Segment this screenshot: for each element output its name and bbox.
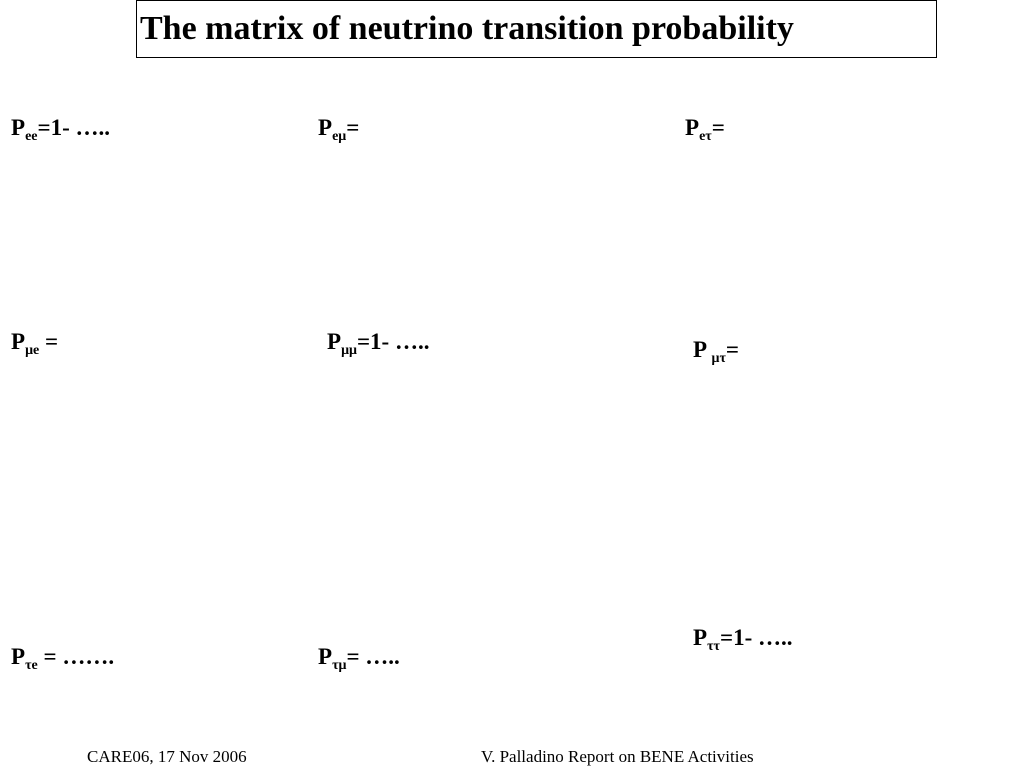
matrix-entry-taumu: Pτμ= ….. — [318, 643, 400, 673]
slide-title: The matrix of neutrino transition probab… — [140, 10, 794, 47]
matrix-entry-mue: Pμe = — [11, 328, 59, 358]
entry-symbol: P — [11, 644, 26, 669]
entry-subscript: ττ — [707, 639, 720, 654]
entry-expression: =1- ….. — [37, 115, 111, 140]
entry-subscript: μμ — [341, 343, 357, 358]
entry-subscript: τe — [25, 658, 38, 673]
footer-right: V. Palladino Report on BENE Activities — [481, 747, 754, 766]
entry-subscript: τμ — [332, 658, 347, 673]
matrix-entry-tautau: Pττ=1- ….. — [693, 624, 793, 654]
entry-subscript: ee — [25, 129, 38, 144]
entry-symbol: P — [685, 115, 700, 140]
entry-expression: = — [346, 115, 360, 140]
entry-symbol: P — [693, 337, 712, 362]
matrix-entry-ee: Pee=1- ….. — [11, 114, 111, 144]
entry-symbol: P — [11, 115, 26, 140]
title-box: The matrix of neutrino transition probab… — [136, 0, 937, 58]
footer-left: CARE06, 17 Nov 2006 — [87, 747, 247, 766]
entry-symbol: P — [318, 115, 333, 140]
entry-expression: = — [711, 115, 725, 140]
entry-expression: = — [725, 337, 740, 362]
entry-subscript: eμ — [332, 129, 347, 144]
entry-subscript: μτ — [711, 351, 726, 366]
entry-symbol: P — [11, 329, 26, 354]
matrix-entry-mutau: P μτ= — [693, 336, 740, 366]
entry-symbol: P — [327, 329, 342, 354]
matrix-entry-emu: Peμ= — [318, 114, 360, 144]
entry-expression: = — [39, 329, 59, 354]
entry-expression: =1- ….. — [719, 625, 793, 650]
entry-subscript: μe — [25, 343, 40, 358]
matrix-entry-taue: Pτe = ……. — [11, 643, 115, 673]
entry-symbol: P — [693, 625, 708, 650]
entry-expression: =1- ….. — [356, 329, 430, 354]
entry-expression: = ……. — [37, 644, 115, 669]
matrix-entry-mumu: Pμμ=1- ….. — [327, 328, 430, 358]
matrix-entry-etau: Peτ= — [685, 114, 725, 144]
entry-subscript: eτ — [699, 129, 712, 144]
entry-symbol: P — [318, 644, 333, 669]
entry-expression: = ….. — [346, 644, 400, 669]
